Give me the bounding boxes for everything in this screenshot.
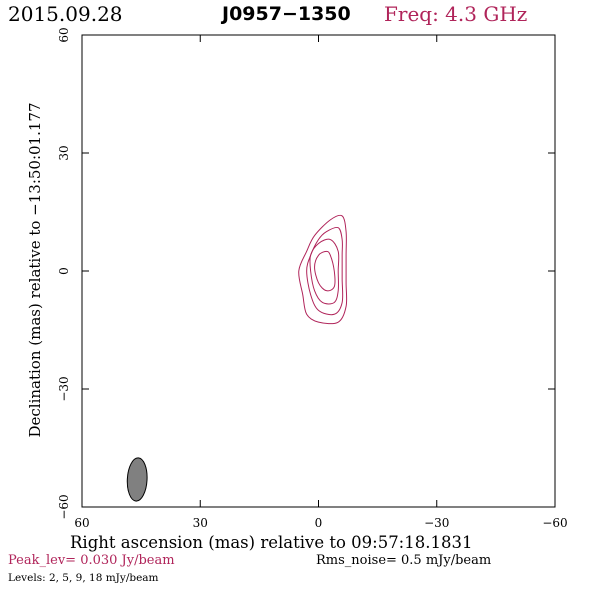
contour-level-5 [306,226,344,316]
axis-ticks [81,34,556,508]
contour-level-9 [309,238,340,305]
y-tick-label: −30 [57,376,71,401]
x-tick-label: 60 [74,516,89,530]
source-name: J0957−1350 [222,3,351,25]
frequency-label: Freq: 4.3 GHz [384,2,528,26]
y-axis-label: Declination (mas) relative to −13:50:01.… [26,102,44,438]
y-tick-label: −60 [57,494,71,519]
x-tick-label: −60 [542,516,567,530]
contour-level-2 [298,214,348,325]
plot-frame [81,34,556,508]
contour-level-18 [314,250,336,292]
contour-lines [298,214,348,325]
rms-noise: Rms_noise= 0.5 mJy/beam [316,553,492,568]
observation-date: 2015.09.28 [8,2,123,26]
x-axis-label: Right ascension (mas) relative to 09:57:… [70,533,473,552]
y-tick-label: 0 [57,267,71,275]
y-tick-label: 30 [57,145,71,160]
x-tick-label: 0 [315,516,323,530]
peak-level: Peak_lev= 0.030 Jy/beam [8,553,175,568]
beam-ellipse [126,457,148,502]
x-tick-label: 30 [193,516,208,530]
beam-ellipse-group [126,457,148,502]
y-tick-label: 60 [57,27,71,42]
contour-levels: Levels: 2, 5, 9, 18 mJy/beam [8,572,159,584]
x-tick-label: −30 [424,516,449,530]
